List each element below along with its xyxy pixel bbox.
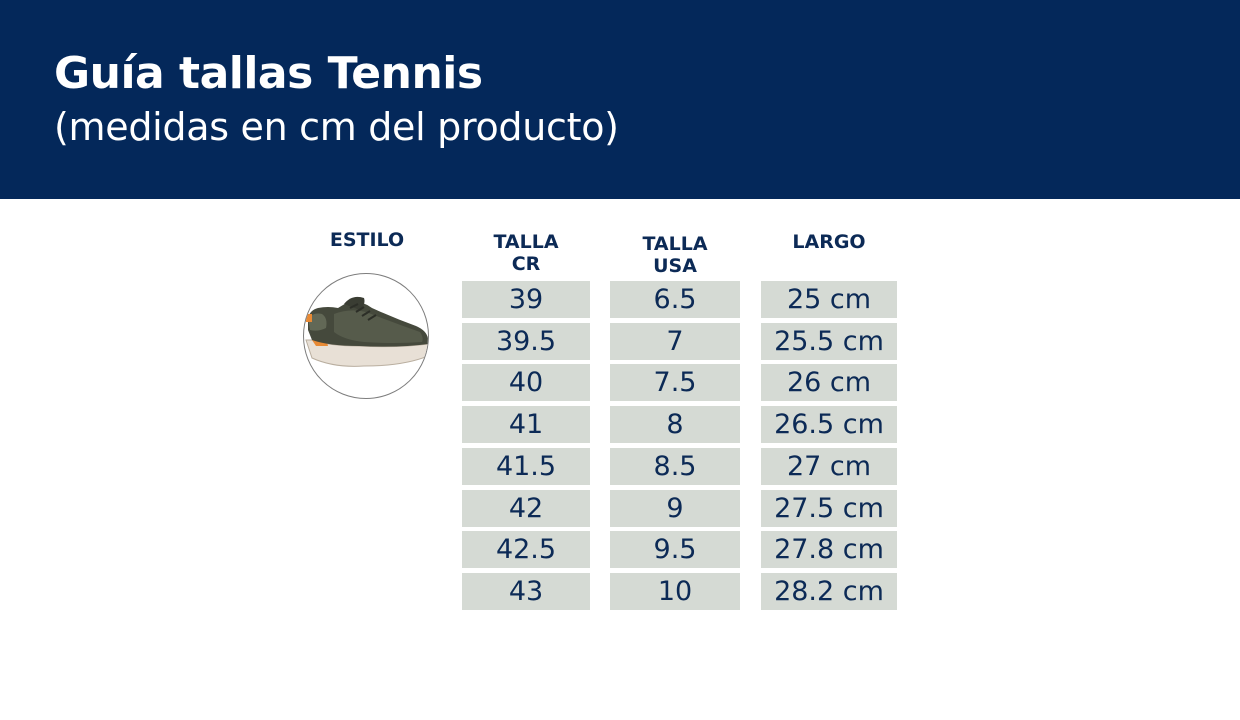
- page-subtitle: (medidas en cm del producto): [54, 105, 619, 149]
- largo-cell: 25.5 cm: [761, 323, 897, 360]
- sneaker-photo: [303, 273, 429, 399]
- largo-cell: 25 cm: [761, 281, 897, 318]
- talla-usa-cell: 9: [610, 490, 740, 527]
- talla-usa-cell: 6.5: [610, 281, 740, 318]
- column-header-largo: LARGO: [792, 231, 866, 253]
- sneaker-icon: [305, 296, 428, 367]
- talla-usa-cell: 8.5: [610, 448, 740, 485]
- talla-cr-cell: 40: [462, 364, 590, 401]
- talla-usa-cell: 7: [610, 323, 740, 360]
- column-header-estilo: ESTILO: [329, 229, 405, 251]
- talla-usa-cell: 8: [610, 406, 740, 443]
- column-header-talla-usa: TALLA USA: [642, 233, 708, 277]
- column-header-talla-cr: TALLA CR: [493, 231, 559, 275]
- talla-usa-cell: 7.5: [610, 364, 740, 401]
- talla-cr-cell: 41: [462, 406, 590, 443]
- talla-cr-cell: 42.5: [462, 531, 590, 568]
- page-title: Guía tallas Tennis: [54, 48, 483, 99]
- largo-cell: 27.8 cm: [761, 531, 897, 568]
- talla-usa-cell: 10: [610, 573, 740, 610]
- talla-cr-cell: 43: [462, 573, 590, 610]
- talla-cr-cell: 39.5: [462, 323, 590, 360]
- largo-cell: 26.5 cm: [761, 406, 897, 443]
- talla-usa-cell: 9.5: [610, 531, 740, 568]
- largo-cell: 27.5 cm: [761, 490, 897, 527]
- talla-cr-cell: 39: [462, 281, 590, 318]
- talla-cr-cell: 42: [462, 490, 590, 527]
- largo-cell: 28.2 cm: [761, 573, 897, 610]
- talla-cr-cell: 41.5: [462, 448, 590, 485]
- header-banner: Guía tallas Tennis (medidas en cm del pr…: [0, 0, 1240, 199]
- largo-cell: 26 cm: [761, 364, 897, 401]
- largo-cell: 27 cm: [761, 448, 897, 485]
